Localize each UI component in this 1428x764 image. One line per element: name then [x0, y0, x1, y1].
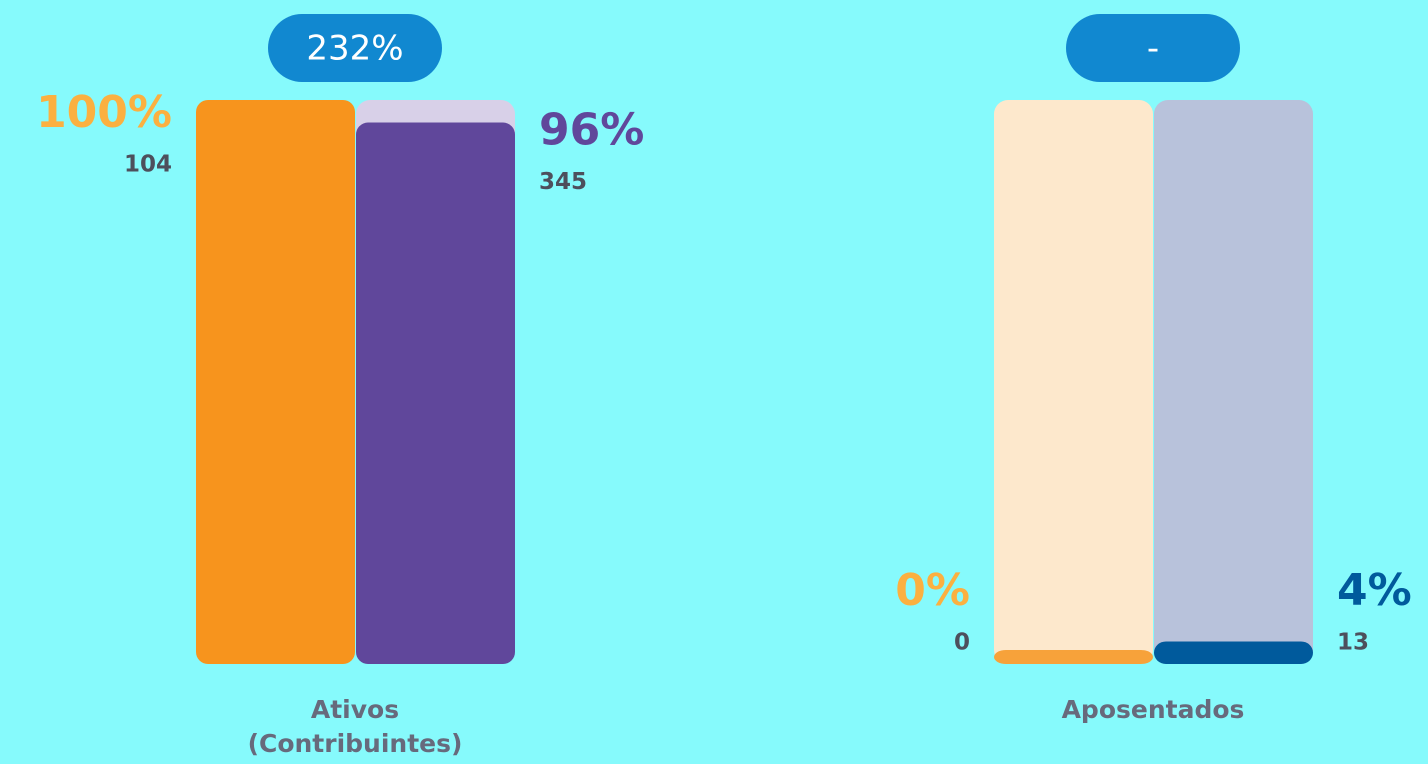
count-label: 13	[1337, 630, 1369, 656]
badge	[1066, 14, 1240, 82]
value-label: 96%	[539, 105, 644, 156]
count-label: 104	[124, 152, 172, 178]
badge-label: 232%	[306, 29, 403, 69]
bar-track	[1154, 100, 1313, 664]
count-label: 0	[954, 630, 970, 656]
badge	[268, 14, 442, 82]
category-label: Ativos (Contribuintes)	[247, 695, 463, 758]
bar	[1154, 641, 1313, 664]
value-label: 4%	[1337, 565, 1412, 616]
count-label: 345	[539, 169, 587, 195]
value-label: 0%	[895, 565, 970, 616]
category-label: Aposentados	[1061, 695, 1245, 724]
bar-track	[994, 100, 1153, 664]
bar	[994, 650, 1153, 664]
bar	[196, 100, 355, 664]
badge-label: -	[1147, 29, 1159, 69]
bar	[356, 122, 515, 664]
value-label: 100%	[36, 87, 172, 138]
